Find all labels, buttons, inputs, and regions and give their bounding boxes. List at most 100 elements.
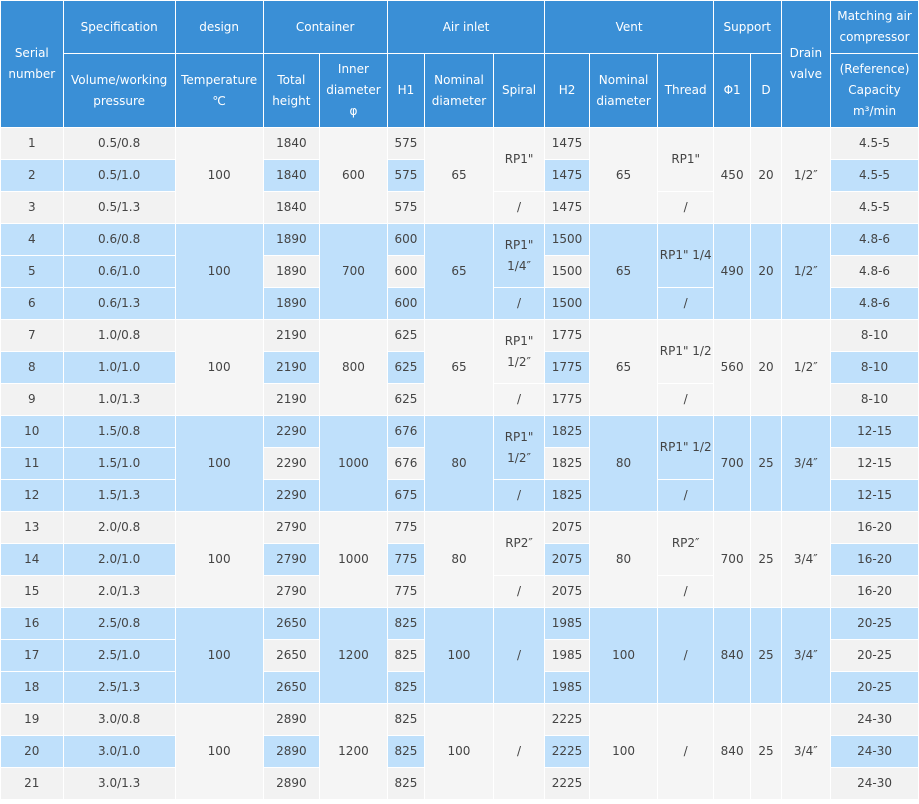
header-inner-diameter: Inner diameter φ [320,54,387,127]
total-height-cell: 2190 [263,384,320,415]
h1-cell: 825 [387,672,425,703]
temperature-cell: 100 [175,128,263,223]
header-h1: H1 [387,54,425,127]
total-height-cell: 1840 [263,128,320,159]
table-row: 19 3.0/0.8 100 2890 1200 825 100/2225 100/840 25… [1,704,918,799]
thread-cell: RP1" [658,128,713,191]
spec-cell: 0.6/1.3 [63,288,175,319]
header-phi1: Φ1 [713,54,751,127]
thread-cell: RP2″ [658,512,713,575]
spec-cell: 2.5/0.8 [63,608,175,639]
capacity-cell: 12-15 [831,448,918,479]
h2-cell: 1825 [545,448,589,479]
phi1-cell: 490 [713,224,751,319]
h1-cell: 575 [387,128,425,159]
header-volume: Volume/working pressure [63,54,175,127]
total-height-cell: 1840 [263,192,320,223]
header-serial: Serial number [1,1,63,127]
h1-cell: 775 [387,544,425,575]
total-height-cell: 2650 [263,608,320,639]
spec-cell: 1.0/1.0 [63,352,175,383]
capacity-cell: 4.5-5 [831,192,918,223]
h1-cell: 625 [387,320,425,351]
header-design: design [175,1,263,53]
h1-cell: 675 [387,480,425,511]
inner-diameter-cell: 1200 [320,608,387,703]
d-cell: 20 [751,128,781,223]
spec-cell: 1.5/0.8 [63,416,175,447]
h1-cell: 575 [387,160,425,191]
header-air-inlet: Air inlet [387,1,545,53]
serial-cell: 20 [1,736,63,767]
total-height-cell: 1890 [263,224,320,255]
header-h2: H2 [545,54,589,127]
spiral-cell: / [493,608,545,703]
h1-cell: 625 [387,384,425,415]
total-height-cell: 2290 [263,480,320,511]
total-height-cell: 2190 [263,320,320,351]
thread-cell: / [658,704,713,799]
spec-cell: 3.0/1.0 [63,736,175,767]
table-row: 6 0.6/1.3 1890 600/1500/4.8-6 [1,288,918,319]
h2-cell: 2225 [545,704,589,735]
h1-cell: 825 [387,640,425,671]
h2-cell: 1500 [545,256,589,287]
table-row: 18 2.5/1.3 2650 825 1985 20-25 [1,672,918,703]
capacity-cell: 12-15 [831,480,918,511]
spiral-cell: RP1" 1/4″ [493,224,545,287]
drain-valve-cell: 3/4″ [781,512,831,607]
total-height-cell: 2790 [263,544,320,575]
table-row: 16 2.5/0.8 100 2650 1200 825 100/1985 100/840 25… [1,608,918,703]
spec-cell: 2.0/1.0 [63,544,175,575]
temperature-cell: 100 [175,320,263,415]
serial-cell: 21 [1,768,63,799]
spiral-cell: RP1" 1/2″ [493,416,545,479]
spec-cell: 2.0/0.8 [63,512,175,543]
drain-valve-cell: 1/2″ [781,224,831,319]
h2-cell: 1500 [545,224,589,255]
spec-cell: 0.5/1.0 [63,160,175,191]
h1-cell: 825 [387,736,425,767]
capacity-cell: 8-10 [831,384,918,415]
h2-cell: 2225 [545,736,589,767]
inner-diameter-cell: 1000 [320,416,387,511]
serial-cell: 12 [1,480,63,511]
thread-cell: / [658,576,713,607]
temperature-cell: 100 [175,224,263,319]
h1-cell: 600 [387,256,425,287]
header-matching: Matching air compressor [831,1,918,53]
spec-cell: 0.6/1.0 [63,256,175,287]
nominal-vent-cell: 80 [589,416,658,511]
h1-cell: 625 [387,352,425,383]
table-row: 9 1.0/1.3 2190 625/1775/8-10 [1,384,918,415]
spec-cell: 1.5/1.0 [63,448,175,479]
nominal-inlet-cell: 65 [425,320,493,415]
serial-cell: 5 [1,256,63,287]
capacity-cell: 8-10 [831,320,918,351]
spec-cell: 1.0/1.3 [63,384,175,415]
capacity-cell: 4.5-5 [831,160,918,191]
serial-cell: 15 [1,576,63,607]
header-thread: Thread [658,54,713,127]
h1-cell: 676 [387,448,425,479]
serial-cell: 6 [1,288,63,319]
thread-cell: RP1" 1/2 [658,320,713,383]
spiral-cell: RP1" 1/2″ [493,320,545,383]
total-height-cell: 1890 [263,256,320,287]
h1-cell: 575 [387,192,425,223]
spiral-cell: / [493,288,545,319]
nominal-inlet-cell: 65 [425,224,493,319]
total-height-cell: 2890 [263,704,320,735]
capacity-cell: 8-10 [831,352,918,383]
header-support: Support [713,1,781,53]
nominal-inlet-cell: 100 [425,608,493,703]
h1-cell: 600 [387,288,425,319]
table-row: 7 1.0/0.8 100 2190 800 625 65 RP1" 1/2″ 1775 65 RP… [1,320,918,415]
spiral-cell: / [493,480,545,511]
phi1-cell: 700 [713,512,751,607]
capacity-cell: 4.8-6 [831,224,918,255]
table-row: 17 2.5/1.0 2650 825 1985 20-25 [1,640,918,671]
h2-cell: 1475 [545,192,589,223]
h1-cell: 600 [387,224,425,255]
drain-valve-cell: 1/2″ [781,128,831,223]
